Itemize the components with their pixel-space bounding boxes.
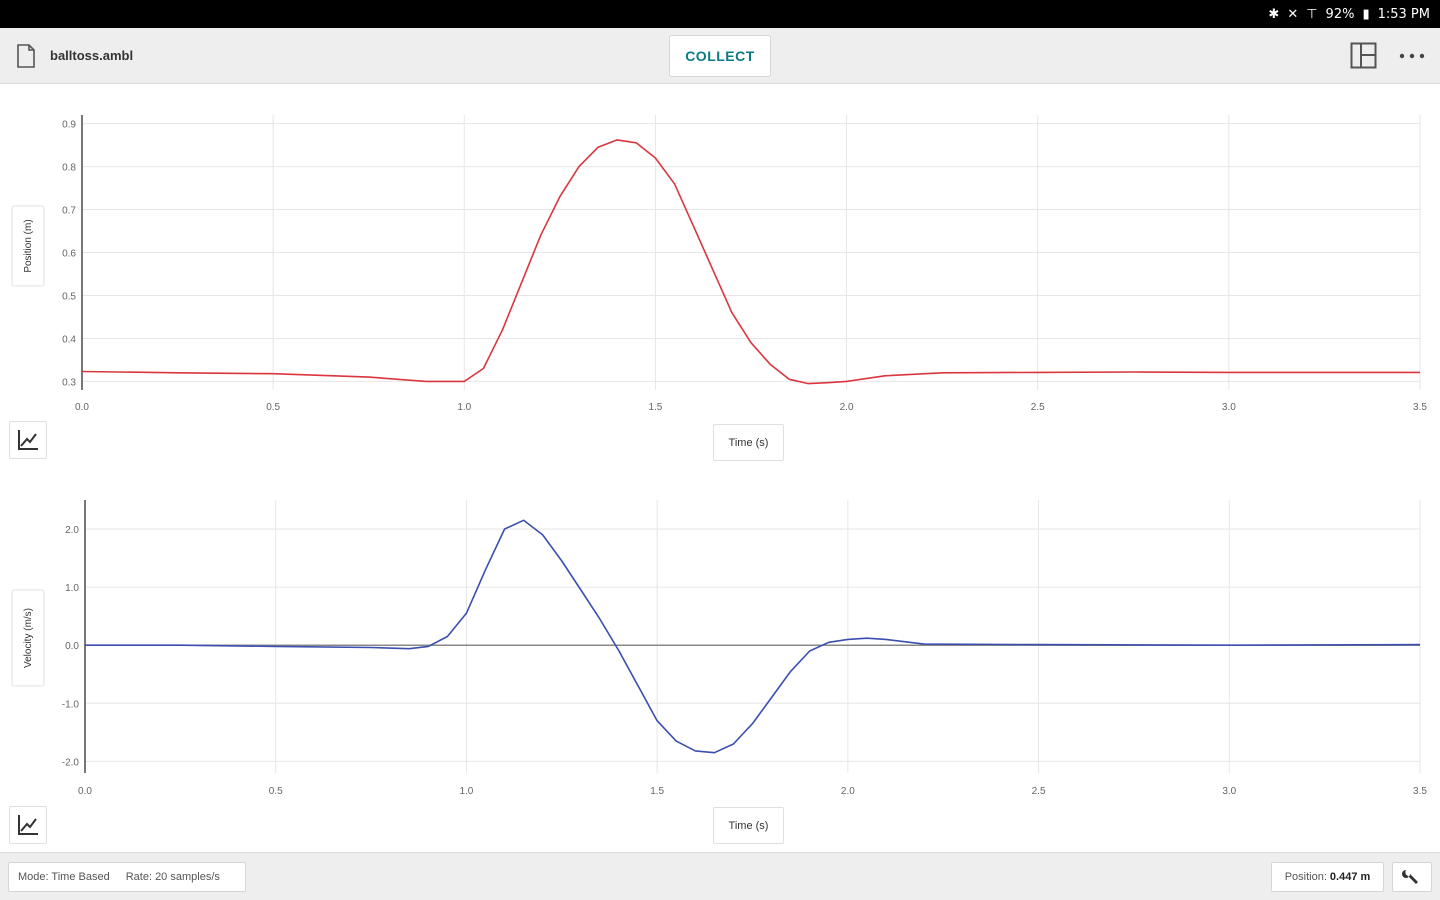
y-tick-label: 0.0 <box>65 641 79 652</box>
x-tick-label: 1.0 <box>457 402 471 413</box>
mute-icon: ✕ <box>1287 6 1299 22</box>
footer: Mode: Time Based Rate: 20 samples/s Posi… <box>0 852 1440 900</box>
x-axis-label-velocity[interactable]: Time (s) <box>713 807 784 844</box>
y-tick-label: 0.7 <box>62 206 76 217</box>
wrench-icon <box>1402 870 1418 884</box>
status-bar: ✱ ✕ ⊤ 92% ▮ 1:53 PM <box>0 0 1440 28</box>
y-tick-label: 0.4 <box>62 334 76 345</box>
x-axis-label-position[interactable]: Time (s) <box>713 424 784 461</box>
x-tick-label: 0.5 <box>269 786 283 797</box>
x-tick-label: 3.5 <box>1413 402 1427 413</box>
y-tick-label: 0.9 <box>62 120 76 131</box>
chart-velocity: 0.0 0.5 1.0 1.5 2.0 2.5 3.0 3.5 2.0 1.0 0.0 -1.0 -2.… <box>11 500 1427 797</box>
x-tick-label: 2.5 <box>1031 402 1045 413</box>
series-line-velocity <box>85 519 1421 754</box>
y-axis-label-box[interactable] <box>11 589 45 687</box>
position-label: Position: <box>1284 871 1327 883</box>
graph-options-button-velocity[interactable] <box>9 806 47 844</box>
y-tick-label: 0.3 <box>62 377 76 388</box>
graph-icon <box>18 815 38 835</box>
signal-icon: ⊤ <box>1306 6 1318 22</box>
x-tick-label: 2.5 <box>1032 786 1046 797</box>
layout-icon[interactable] <box>1350 42 1377 69</box>
y-tick-label: 1.0 <box>65 583 79 594</box>
y-axis-label: Velocity (m/s) <box>23 608 34 668</box>
more-options-icon[interactable] <box>1396 42 1428 69</box>
x-tick-label: 2.0 <box>841 786 855 797</box>
y-tick-label: 0.5 <box>62 291 76 302</box>
mode-text: Mode: Time Based <box>18 871 110 883</box>
rate-text: Rate: 20 samples/s <box>125 871 220 883</box>
position-value: 0.447 m <box>1329 871 1371 883</box>
y-tick-label: 0.8 <box>62 163 76 174</box>
x-tick-label: 0.0 <box>78 786 92 797</box>
x-tick-label: 1.5 <box>650 786 664 797</box>
graph-icon <box>18 430 38 450</box>
x-tick-label: 1.5 <box>648 402 662 413</box>
tools-button[interactable] <box>1392 862 1432 892</box>
y-axis-label: Position (m) <box>23 219 34 272</box>
x-tick-label: 3.0 <box>1222 402 1236 413</box>
x-tick-label: 3.5 <box>1413 786 1427 797</box>
clock: 1:53 PM <box>1377 6 1430 22</box>
x-tick-label: 3.0 <box>1222 786 1236 797</box>
series-line-position <box>81 139 1420 385</box>
collect-button[interactable]: COLLECT <box>669 35 771 77</box>
bluetooth-icon: ✱ <box>1268 6 1280 22</box>
x-tick-label: 0.0 <box>75 402 89 413</box>
chart-position: 0.0 0.5 1.0 1.5 2.0 2.5 3.0 3.5 0.9 0.8 0.7 0.6 0.5 0… <box>11 115 1427 413</box>
x-tick-label: 1.0 <box>459 786 473 797</box>
y-tick-label: -1.0 <box>62 699 80 710</box>
graph-options-button-position[interactable] <box>9 421 47 459</box>
file-name[interactable]: balltoss.ambl <box>50 48 134 63</box>
x-tick-label: 2.0 <box>840 402 854 413</box>
x-tick-label: 0.5 <box>266 402 280 413</box>
battery-level: 92% <box>1325 6 1355 22</box>
toolbar: balltoss.ambl COLLECT <box>0 28 1440 84</box>
collection-mode-box[interactable]: Mode: Time Based Rate: 20 samples/s <box>8 862 246 892</box>
y-tick-label: 0.6 <box>62 249 76 260</box>
live-position-readout[interactable]: Position: 0.447 m <box>1271 862 1384 892</box>
battery-icon: ▮ <box>1362 6 1370 22</box>
y-tick-label: -2.0 <box>62 757 80 768</box>
y-axis-label-box[interactable] <box>11 205 45 287</box>
file-icon[interactable] <box>16 44 36 68</box>
y-tick-label: 2.0 <box>65 525 79 536</box>
